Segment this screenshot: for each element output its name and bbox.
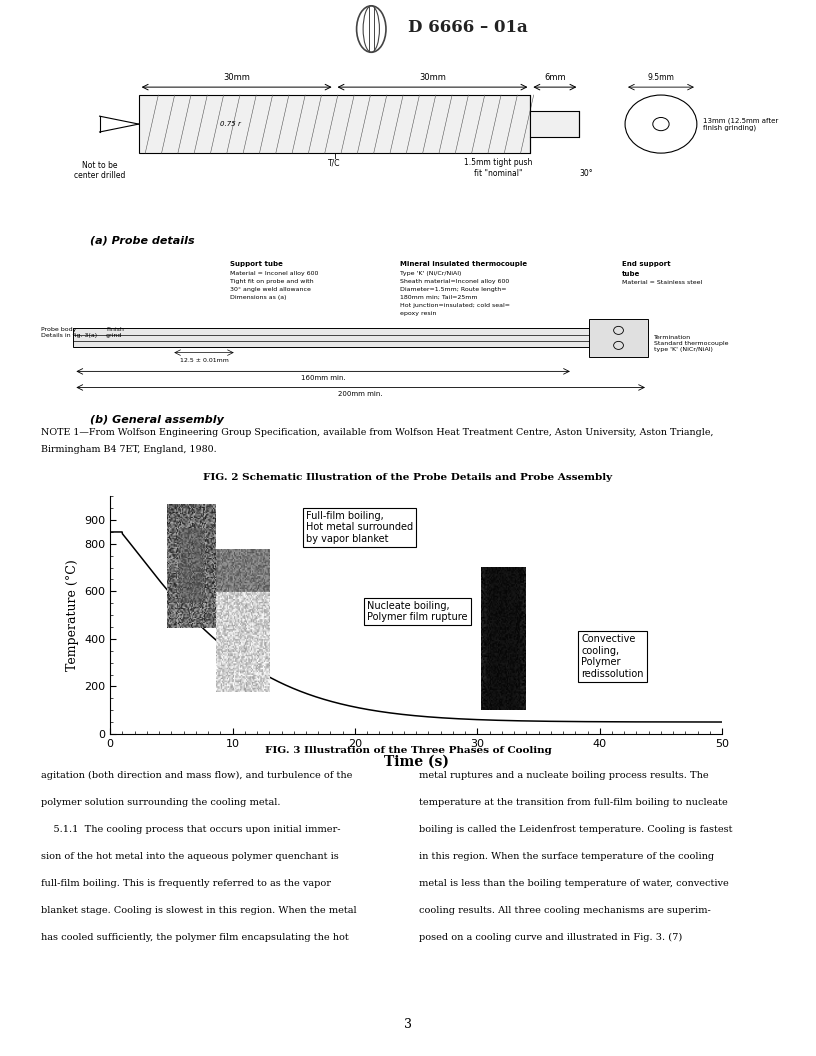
Text: 1.5mm tight push
fit "nominal": 1.5mm tight push fit "nominal" [463,158,532,177]
Text: 5.1.1  The cooling process that occurs upon initial immer-: 5.1.1 The cooling process that occurs up… [41,825,340,834]
Text: Not to be
center drilled: Not to be center drilled [74,161,125,181]
Text: Termination
Standard thermocouple
type 'K' (NiCr/NiAl): Termination Standard thermocouple type '… [654,335,729,352]
Text: Nucleate boiling,
Polymer film rupture: Nucleate boiling, Polymer film rupture [367,601,468,622]
Text: full-film boiling. This is frequently referred to as the vapor: full-film boiling. This is frequently re… [41,879,330,888]
Text: 30mm: 30mm [419,73,446,82]
Text: has cooled sufficiently, the polymer film encapsulating the hot: has cooled sufficiently, the polymer fil… [41,934,348,942]
Bar [139,95,530,153]
Text: 30°: 30° [579,169,593,178]
Text: D 6666 – 01a: D 6666 – 01a [408,19,528,36]
Text: metal is less than the boiling temperature of water, convective: metal is less than the boiling temperatu… [419,879,729,888]
Text: Full-film boiling,
Hot metal surrounded
by vapor blanket: Full-film boiling, Hot metal surrounded … [306,510,413,544]
Text: polymer solution surrounding the cooling metal.: polymer solution surrounding the cooling… [41,798,281,807]
Text: 200mm min.: 200mm min. [339,392,383,397]
Bar [530,111,579,137]
Text: 9.5mm: 9.5mm [648,73,674,82]
Text: blanket stage. Cooling is slowest in this region. When the metal: blanket stage. Cooling is slowest in thi… [41,906,357,916]
Text: Dimensions as (a): Dimensions as (a) [230,295,286,300]
Text: NOTE 1—From Wolfson Engineering Group Specification, available from Wolfson Heat: NOTE 1—From Wolfson Engineering Group Sp… [41,428,713,437]
Text: posed on a cooling curve and illustrated in Fig. 3. (7): posed on a cooling curve and illustrated… [419,934,682,942]
Text: FIG. 2 Schematic Illustration of the Probe Details and Probe Assembly: FIG. 2 Schematic Illustration of the Pro… [203,472,613,482]
Text: FIG. 3 Illustration of the Three Phases of Cooling: FIG. 3 Illustration of the Three Phases … [264,747,552,755]
Text: 0.75 r: 0.75 r [220,121,242,127]
Text: Diameter=1.5mm; Route length=: Diameter=1.5mm; Route length= [400,287,507,291]
Text: Sheath material=Inconel alloy 600: Sheath material=Inconel alloy 600 [400,279,509,284]
Text: Mineral insulated thermocouple: Mineral insulated thermocouple [400,262,527,267]
Text: tube: tube [622,270,641,277]
Text: Hot junction=insulated; cold seal=: Hot junction=insulated; cold seal= [400,303,510,308]
Text: cooling results. All three cooling mechanisms are superim-: cooling results. All three cooling mecha… [419,906,711,916]
Text: Tight fit on probe and with: Tight fit on probe and with [230,279,313,284]
Text: Material = Stainless steel: Material = Stainless steel [622,280,702,285]
Text: 12.5 ± 0.01mm: 12.5 ± 0.01mm [180,358,228,363]
Text: temperature at the transition from full-film boiling to nucleate: temperature at the transition from full-… [419,798,728,807]
Text: T/C: T/C [328,158,341,168]
Text: 30mm: 30mm [224,73,250,82]
Text: Finish
grind: Finish grind [106,327,124,338]
Bar [73,328,589,347]
Text: Convective
cooling,
Polymer
redissolution: Convective cooling, Polymer redissolutio… [581,634,644,679]
Text: 160mm min.: 160mm min. [301,376,345,381]
Text: (a) Probe details: (a) Probe details [90,235,194,245]
Text: sion of the hot metal into the aqueous polymer quenchant is: sion of the hot metal into the aqueous p… [41,852,339,861]
Text: 30° angle weld allowance: 30° angle weld allowance [230,287,311,291]
Text: Probe body
Details in fig. 3(a): Probe body Details in fig. 3(a) [41,327,97,338]
Text: End support: End support [622,262,671,267]
Text: 13mm (12.5mm after
finish grinding): 13mm (12.5mm after finish grinding) [703,117,778,131]
Text: Material = Inconel alloy 600: Material = Inconel alloy 600 [230,270,318,276]
Text: in this region. When the surface temperature of the cooling: in this region. When the surface tempera… [419,852,714,861]
Text: metal ruptures and a nucleate boiling process results. The: metal ruptures and a nucleate boiling pr… [419,771,708,780]
Text: (b) General assembly: (b) General assembly [90,415,224,425]
Y-axis label: Temperature (°C): Temperature (°C) [65,560,78,671]
Text: 3: 3 [404,1018,412,1031]
X-axis label: Time (s): Time (s) [384,754,449,769]
Bar [589,319,648,357]
Text: Support tube: Support tube [230,262,283,267]
Text: agitation (both direction and mass flow), and turbulence of the: agitation (both direction and mass flow)… [41,771,353,780]
Text: boiling is called the Leidenfrost temperature. Cooling is fastest: boiling is called the Leidenfrost temper… [419,825,733,834]
Text: Type 'K' (Ni/Cr/NiAl): Type 'K' (Ni/Cr/NiAl) [400,270,461,276]
Text: epoxy resin: epoxy resin [400,312,437,316]
Text: 6mm: 6mm [544,73,565,82]
Text: Birmingham B4 7ET, England, 1980.: Birmingham B4 7ET, England, 1980. [41,446,216,454]
Text: 180mm min; Tail=25mm: 180mm min; Tail=25mm [400,295,477,300]
